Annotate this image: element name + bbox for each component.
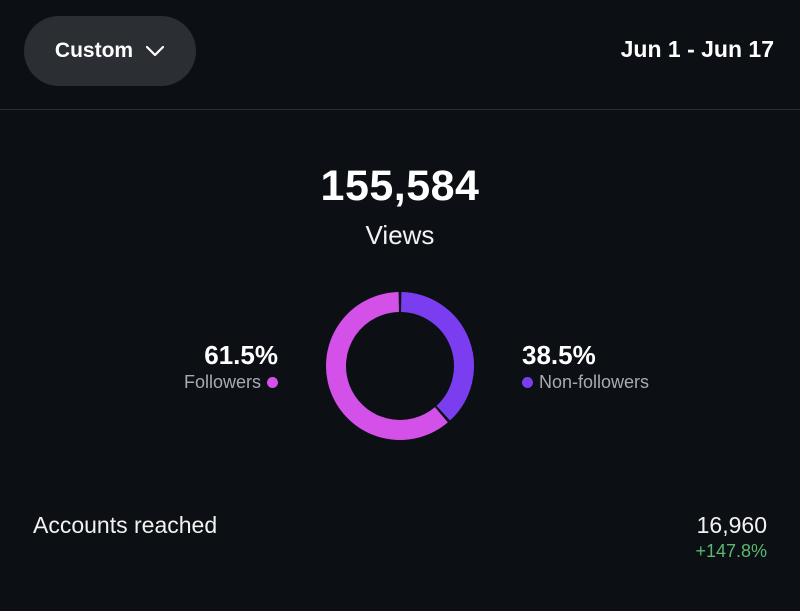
followers-legend: Followers xyxy=(184,372,278,393)
accounts-reached-value: 16,960 xyxy=(696,512,767,538)
non-followers-legend: Non-followers xyxy=(522,372,649,393)
date-range-dropdown-button[interactable]: Custom xyxy=(24,16,196,86)
accounts-reached-change: +147.8% xyxy=(695,541,767,561)
date-range-text: Jun 1 - Jun 17 xyxy=(620,36,774,62)
chevron-down-icon xyxy=(145,45,165,57)
followers-dot-icon xyxy=(267,377,278,388)
dropdown-label: Custom xyxy=(54,39,134,62)
views-count: 155,584 xyxy=(320,162,480,210)
non-followers-percent: 38.5% xyxy=(522,340,596,370)
views-donut-chart xyxy=(326,292,474,440)
accounts-reached-label: Accounts reached xyxy=(33,512,218,538)
non-followers-stat: 38.5% Non-followers xyxy=(522,340,649,393)
followers-label: Followers xyxy=(183,372,261,392)
non-followers-label: Non-followers xyxy=(539,372,650,392)
followers-percent: 61.5% xyxy=(204,340,278,370)
views-label: Views xyxy=(365,220,435,250)
header-bar: Custom Jun 1 - Jun 17 xyxy=(0,0,800,110)
followers-stat: 61.5% Followers xyxy=(184,340,278,393)
non-followers-segment xyxy=(400,292,474,421)
non-followers-dot-icon xyxy=(522,377,533,388)
followers-segment xyxy=(326,292,448,440)
